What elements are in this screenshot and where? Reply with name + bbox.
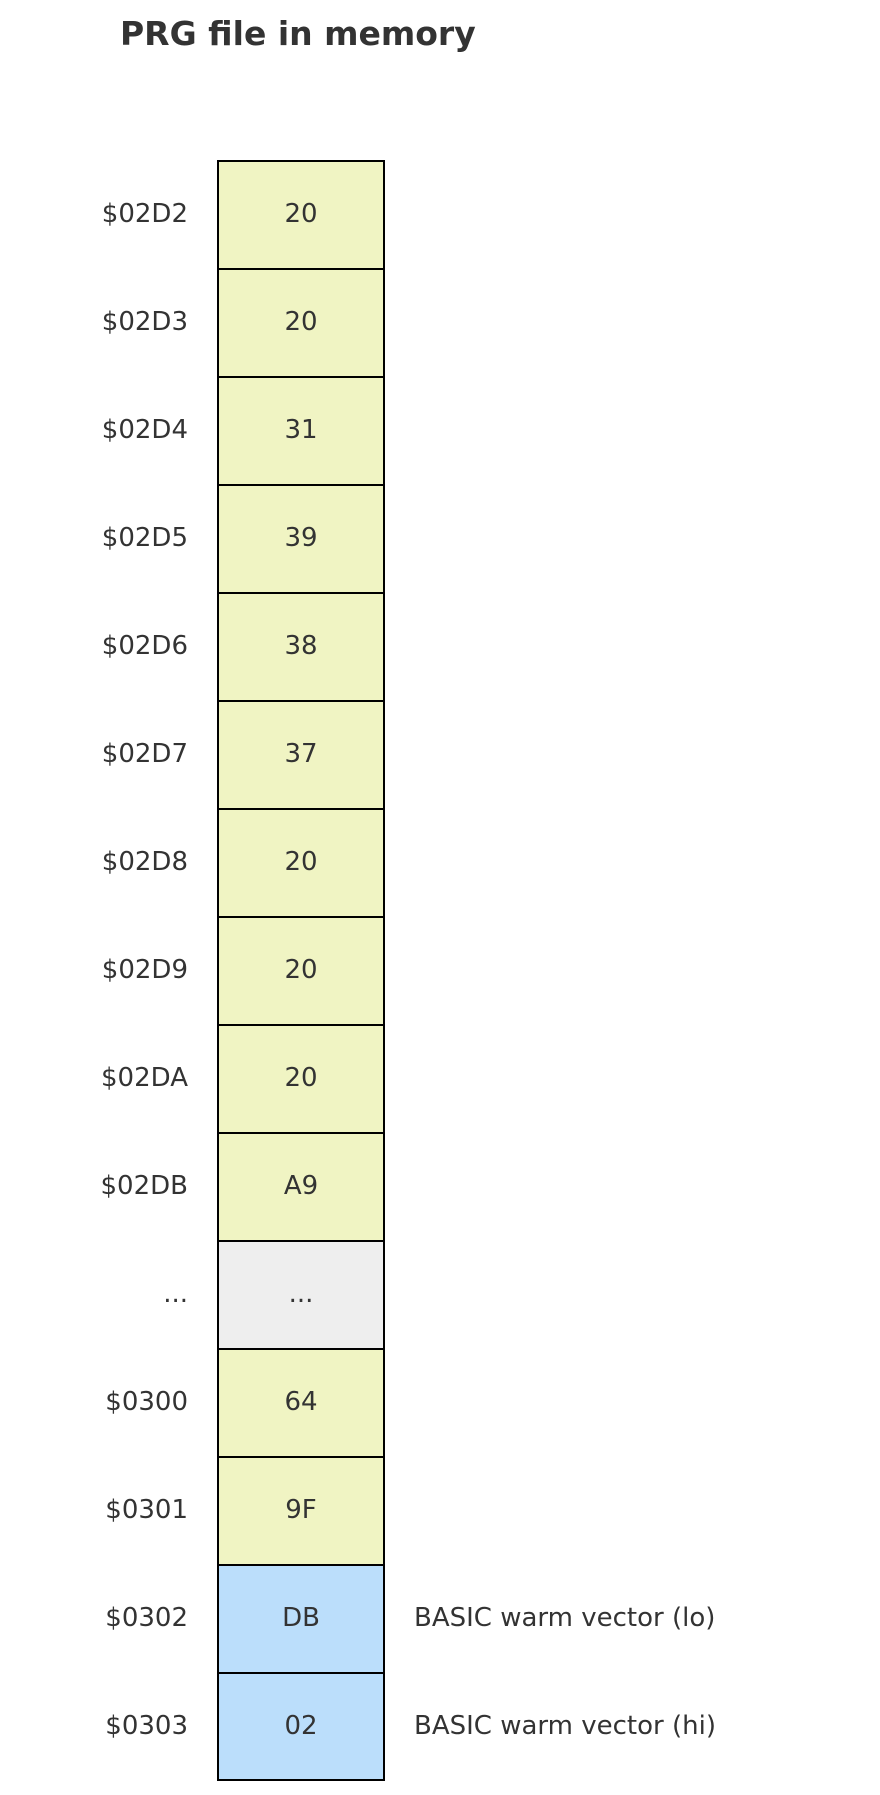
memory-row: $0300 64: [0, 1348, 880, 1456]
memory-byte-cell: A9: [217, 1132, 385, 1240]
memory-address-label: $0302: [105, 1603, 188, 1633]
memory-byte-cell: 20: [217, 916, 385, 1024]
memory-row: $02D2 20: [0, 160, 880, 268]
memory-row: $02D4 31: [0, 376, 880, 484]
memory-address-label: $02DB: [100, 1171, 188, 1201]
memory-row: ......: [0, 1240, 880, 1348]
memory-annotation: BASIC warm vector (lo): [414, 1603, 716, 1633]
memory-address-label: ...: [163, 1279, 188, 1309]
memory-byte-cell: 20: [217, 808, 385, 916]
memory-address-label: $02D7: [101, 739, 188, 769]
memory-row: $02DA 20: [0, 1024, 880, 1132]
memory-row: $0303 02 BASIC warm vector (hi): [0, 1672, 880, 1781]
memory-row: $0302 DB BASIC warm vector (lo): [0, 1564, 880, 1672]
memory-byte-cell: DB: [217, 1564, 385, 1672]
memory-address-label: $02D2: [101, 199, 188, 229]
memory-address-label: $02DA: [101, 1063, 188, 1093]
memory-row: $02D5 39: [0, 484, 880, 592]
memory-byte-cell: ...: [217, 1240, 385, 1348]
memory-byte-cell: 02: [217, 1672, 385, 1781]
memory-address-label: $02D6: [101, 631, 188, 661]
memory-byte-cell: 38: [217, 592, 385, 700]
memory-address-label: $02D4: [101, 415, 188, 445]
memory-row: $02D7 37: [0, 700, 880, 808]
memory-byte-cell: 20: [217, 160, 385, 268]
diagram-title: PRG file in memory: [120, 14, 476, 53]
memory-annotation: BASIC warm vector (hi): [414, 1711, 716, 1741]
memory-address-label: $02D9: [101, 955, 188, 985]
memory-byte-cell: 31: [217, 376, 385, 484]
memory-row: $02D9 20: [0, 916, 880, 1024]
memory-row: $02D3 20: [0, 268, 880, 376]
memory-row: $02D8 20: [0, 808, 880, 916]
memory-address-label: $0301: [105, 1495, 188, 1525]
memory-address-label: $0300: [105, 1387, 188, 1417]
memory-byte-cell: 20: [217, 1024, 385, 1132]
memory-byte-cell: 39: [217, 484, 385, 592]
memory-address-label: $02D5: [101, 523, 188, 553]
memory-row: $02DB A9: [0, 1132, 880, 1240]
memory-row: $02D6 38: [0, 592, 880, 700]
memory-byte-cell: 9F: [217, 1456, 385, 1564]
memory-byte-cell: 37: [217, 700, 385, 808]
memory-diagram: $02D2 20 $02D3 20 $02D4 31 $02D5 39 $02D6 38 $02D7…: [0, 160, 880, 1781]
memory-row: $0301 9F: [0, 1456, 880, 1564]
memory-byte-cell: 64: [217, 1348, 385, 1456]
memory-address-label: $02D8: [101, 847, 188, 877]
memory-address-label: $0303: [105, 1711, 188, 1741]
memory-address-label: $02D3: [101, 307, 188, 337]
memory-byte-cell: 20: [217, 268, 385, 376]
